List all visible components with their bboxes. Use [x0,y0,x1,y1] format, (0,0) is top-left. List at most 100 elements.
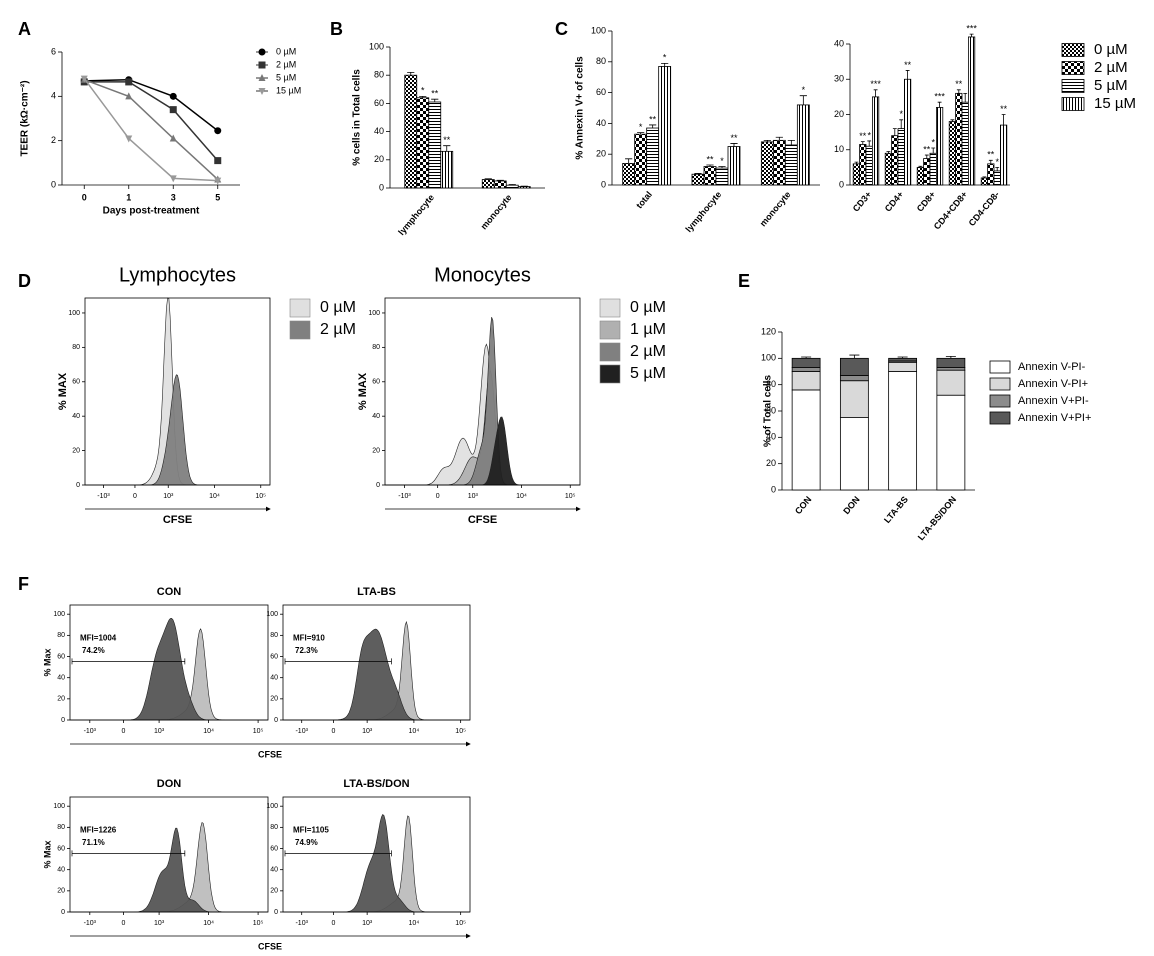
error-bar [867,140,872,147]
x-tick-label: 0 [82,192,87,202]
bar [936,107,944,186]
x-tick-label: lymphocyte [396,192,436,237]
bar [727,146,741,186]
y-tick-label: 20 [270,888,278,895]
error-bar [787,139,795,145]
gate [284,850,392,857]
gate-label: 71.1% [82,838,105,847]
error-bar [849,354,860,359]
x-tick-label: 10⁵ [255,493,266,500]
legend-label: 0 µM [630,299,666,316]
legend-swatch [289,298,311,318]
marker [258,61,266,69]
bar [884,152,893,186]
significance: * [639,122,643,132]
error-bar [897,356,908,359]
y-tick-label: 40 [57,867,65,874]
bar-segment [791,389,821,491]
error-bar [969,33,974,37]
legend-label: Annexin V+PI+ [1018,412,1091,424]
y-tick-label: 120 [761,326,776,336]
bar-segment [888,361,918,372]
plot-frame [69,796,269,913]
legend-swatch [989,394,1011,408]
x-tick-label: 10⁴ [203,920,214,927]
y-tick-label: 0 [601,179,606,189]
y-tick-label: 100 [369,41,384,51]
legend-label: 2 µM [630,343,666,360]
x-tick-label: total [634,189,654,210]
panel-letter: D [18,271,31,291]
y-axis-label: % Annexin V+ of cells [575,56,586,160]
error-bar [484,178,492,180]
y-tick-label: 40 [372,413,380,420]
marker [214,177,222,185]
error-bar [443,145,451,152]
series-line [84,81,219,162]
significance: * [720,156,724,166]
y-tick-label: 40 [834,38,844,48]
x-tick-label: 10³ [154,920,165,927]
y-tick-label: 6 [51,46,56,56]
error-bar [637,132,645,135]
error-bar [931,147,936,154]
bar [691,173,705,186]
error-bar [995,166,1000,171]
y-tick-label: 20 [72,447,80,454]
bar-segment [791,371,821,391]
error-bar [899,119,904,129]
error-bar [625,158,633,164]
bar [948,121,957,186]
bar-segment [936,394,966,491]
y-tick-label: 0 [76,482,80,489]
legend-label: 2 µM [320,321,356,338]
y-tick-label: 0 [376,482,380,489]
marker [169,134,177,142]
bar [416,97,430,189]
significance: ** [859,131,867,141]
legend-label: Annexin V-PI+ [1018,378,1088,390]
x-tick-label: 3 [171,192,176,202]
x-tick-label: monocyte [758,189,793,228]
error-bar [694,173,702,175]
x-tick-label: 10³ [163,493,174,500]
error-bar [763,139,771,142]
bar [658,66,672,186]
error-bar [419,95,427,98]
bar-segment [888,357,918,362]
histogram [85,374,270,486]
bar [493,180,507,189]
y-tick-label: 20 [57,696,65,703]
bar [1000,124,1008,186]
bar [859,144,867,186]
bar [955,92,963,186]
y-tick-label: 80 [374,70,384,80]
series-line [83,78,218,182]
x-tick-label: -10³ [84,920,97,927]
x-tick-label: 0 [436,493,440,500]
panel-title: LTA-BS/DON [343,778,409,790]
legend-swatch [289,320,311,340]
bar [796,104,810,186]
bar [715,167,729,186]
significance: ** [706,154,714,164]
gate [71,850,186,857]
legend-swatch [989,411,1011,425]
y-tick-label: 80 [72,344,80,351]
bar [404,74,418,189]
x-tick-label: CD8+ [915,189,938,213]
marker [214,127,222,135]
mfi-label: MFI=1105 [293,825,329,834]
y-axis-label: % MAX [57,372,69,410]
significance: ** [431,89,439,99]
error-bar [950,119,955,122]
x-tick-label: CD4+CD8+ [932,189,970,231]
legend-swatch [1061,79,1085,93]
significance: ** [955,79,963,89]
x-tick-label: CD4+ [883,189,906,213]
error-bar [799,95,807,105]
y-tick-label: 80 [270,824,278,831]
significance: * [931,137,935,147]
bar-segment [936,357,966,368]
legend-swatch [989,377,1011,391]
